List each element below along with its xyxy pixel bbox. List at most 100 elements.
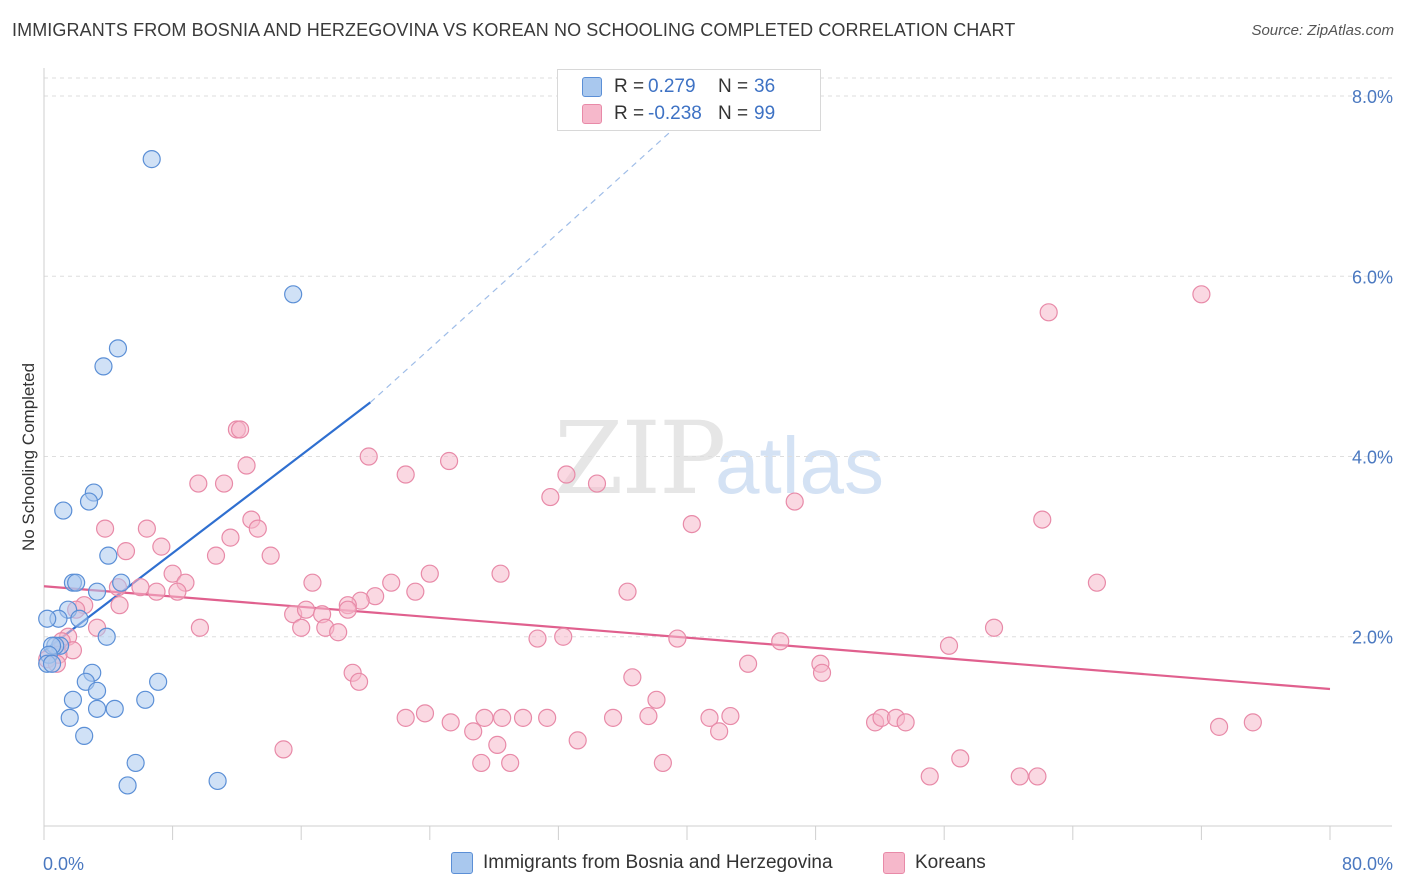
point-bosnia <box>70 609 89 628</box>
point-korean <box>441 713 460 732</box>
y-tick-label: 6.0% <box>1352 267 1393 287</box>
point-korean <box>700 708 719 727</box>
data-points <box>38 150 1262 795</box>
point-korean <box>812 663 832 682</box>
point-korean <box>528 629 547 648</box>
point-korean <box>639 706 658 726</box>
point-korean <box>1010 767 1029 786</box>
point-bosnia <box>126 753 145 773</box>
point-korean <box>538 708 557 727</box>
legend-swatch-koreans <box>883 852 905 874</box>
legend-row-koreans: R = -0.238 N = 99 <box>582 102 775 126</box>
legend-label-koreans: Koreans <box>915 852 986 873</box>
legend-r-value: 0.279 <box>648 76 696 97</box>
point-bosnia <box>99 546 118 565</box>
point-korean <box>338 600 357 619</box>
legend-n-label: N = <box>718 76 749 97</box>
point-bosnia <box>54 501 73 520</box>
legend-item-koreans: Koreans <box>883 852 986 874</box>
point-korean <box>541 487 560 507</box>
legend-n-value: 99 <box>754 103 776 124</box>
y-tick-label: 4.0% <box>1352 448 1393 468</box>
point-bosnia <box>149 672 168 691</box>
legend-n-value: 36 <box>754 76 776 97</box>
point-korean <box>1039 303 1058 322</box>
legend-n-label: N = <box>718 103 749 124</box>
legend-r-label: R = <box>614 103 645 124</box>
point-bosnia <box>75 726 94 745</box>
point-bosnia <box>136 690 155 709</box>
point-korean <box>771 632 790 651</box>
legend-row-bosnia: R = 0.279 N = 36 <box>582 75 775 99</box>
point-bosnia <box>87 582 107 601</box>
point-bosnia <box>105 699 124 718</box>
point-bosnia <box>87 699 107 718</box>
axis-labels: 2.0% 4.0% 6.0% 8.0% 0.0% 80.0% No Schooling Co… <box>19 87 1393 874</box>
point-korean <box>231 420 250 439</box>
point-korean <box>623 668 642 687</box>
point-korean <box>738 654 758 673</box>
y-tick-label: 8.0% <box>1352 87 1393 107</box>
point-korean <box>668 629 687 648</box>
point-bosnia <box>97 627 116 646</box>
point-korean <box>653 753 672 773</box>
point-korean <box>152 537 171 556</box>
point-korean <box>303 573 322 592</box>
point-korean <box>168 582 187 601</box>
point-korean <box>131 578 150 597</box>
point-korean <box>939 636 959 655</box>
point-korean <box>501 753 520 773</box>
point-korean <box>274 740 293 759</box>
point-korean <box>557 465 576 484</box>
x-tick-label-min: 0.0% <box>43 854 84 874</box>
legend-item-bosnia: Immigrants from Bosnia and Herzegovina <box>451 852 833 874</box>
point-korean <box>587 474 607 493</box>
point-bosnia <box>112 573 131 592</box>
point-korean <box>568 731 587 750</box>
point-korean <box>189 474 208 493</box>
trend-line-bosnia <box>43 401 371 653</box>
point-korean <box>513 708 533 727</box>
point-korean <box>396 708 415 727</box>
point-korean <box>647 690 666 709</box>
point-korean <box>785 492 804 511</box>
point-korean <box>292 618 311 637</box>
trend-line-bosnia-extension <box>369 101 704 403</box>
point-korean <box>261 546 280 565</box>
point-korean <box>206 546 226 565</box>
point-korean <box>329 623 348 642</box>
point-korean <box>984 618 1004 637</box>
y-axis-label: No Schooling Completed <box>19 363 38 551</box>
point-korean <box>1028 767 1047 786</box>
point-bosnia <box>67 573 86 592</box>
point-korean <box>415 704 435 723</box>
point-korean <box>491 564 510 583</box>
point-korean <box>214 474 234 493</box>
point-korean <box>190 618 210 637</box>
trend-line-koreans <box>43 585 1331 691</box>
point-bosnia <box>60 708 79 727</box>
legend-r-value: -0.238 <box>648 103 702 124</box>
legend-r-label: R = <box>614 76 645 97</box>
point-korean <box>296 600 316 619</box>
point-bosnia <box>87 681 107 700</box>
point-korean <box>493 708 512 727</box>
point-korean <box>554 627 573 646</box>
watermark-zip: ZIP <box>554 400 726 517</box>
point-bosnia <box>118 776 137 795</box>
point-korean <box>349 672 369 691</box>
legend-label-bosnia: Immigrants from Bosnia and Herzegovina <box>483 852 833 873</box>
point-korean <box>382 573 401 592</box>
point-korean <box>420 564 439 583</box>
legend-swatch-bosnia <box>451 852 473 874</box>
point-korean <box>221 528 240 547</box>
chart-title: IMMIGRANTS FROM BOSNIA AND HERZEGOVINA V… <box>12 20 1016 40</box>
point-korean <box>488 735 507 754</box>
point-korean <box>396 465 415 484</box>
point-korean <box>896 713 915 732</box>
point-bosnia <box>142 150 161 169</box>
point-korean <box>439 451 459 471</box>
point-korean <box>359 447 378 466</box>
point-bosnia <box>208 771 227 791</box>
